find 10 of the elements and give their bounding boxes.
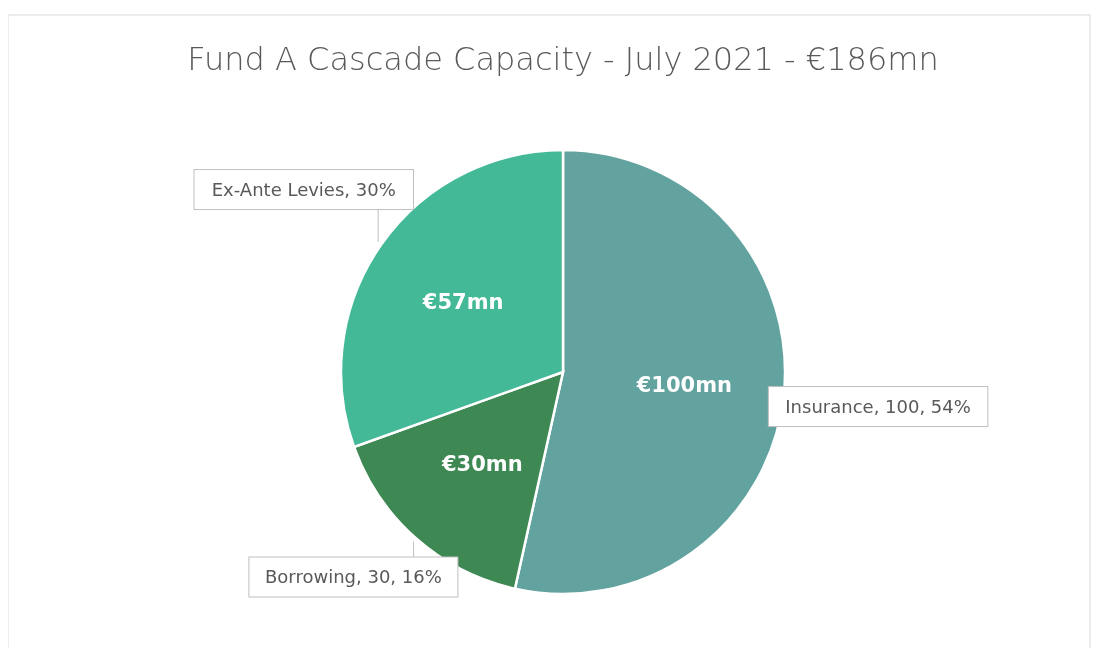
text: , 100, 54%: [873, 395, 971, 417]
slice-label: Insurance: [785, 395, 874, 417]
data-label: €100mn: [635, 373, 733, 398]
text: , 30%: [344, 178, 396, 200]
slice-label: Borrowing: [264, 566, 357, 587]
data-label: €57mn: [421, 289, 504, 314]
slice-label: Ex-Ante Levies: [211, 178, 345, 200]
data-label: €30mn: [440, 451, 523, 476]
text: , 30, 16%: [356, 566, 442, 587]
chart-title: Fund A Cascade Capacity - July 2021 - €186mn: [187, 40, 939, 78]
